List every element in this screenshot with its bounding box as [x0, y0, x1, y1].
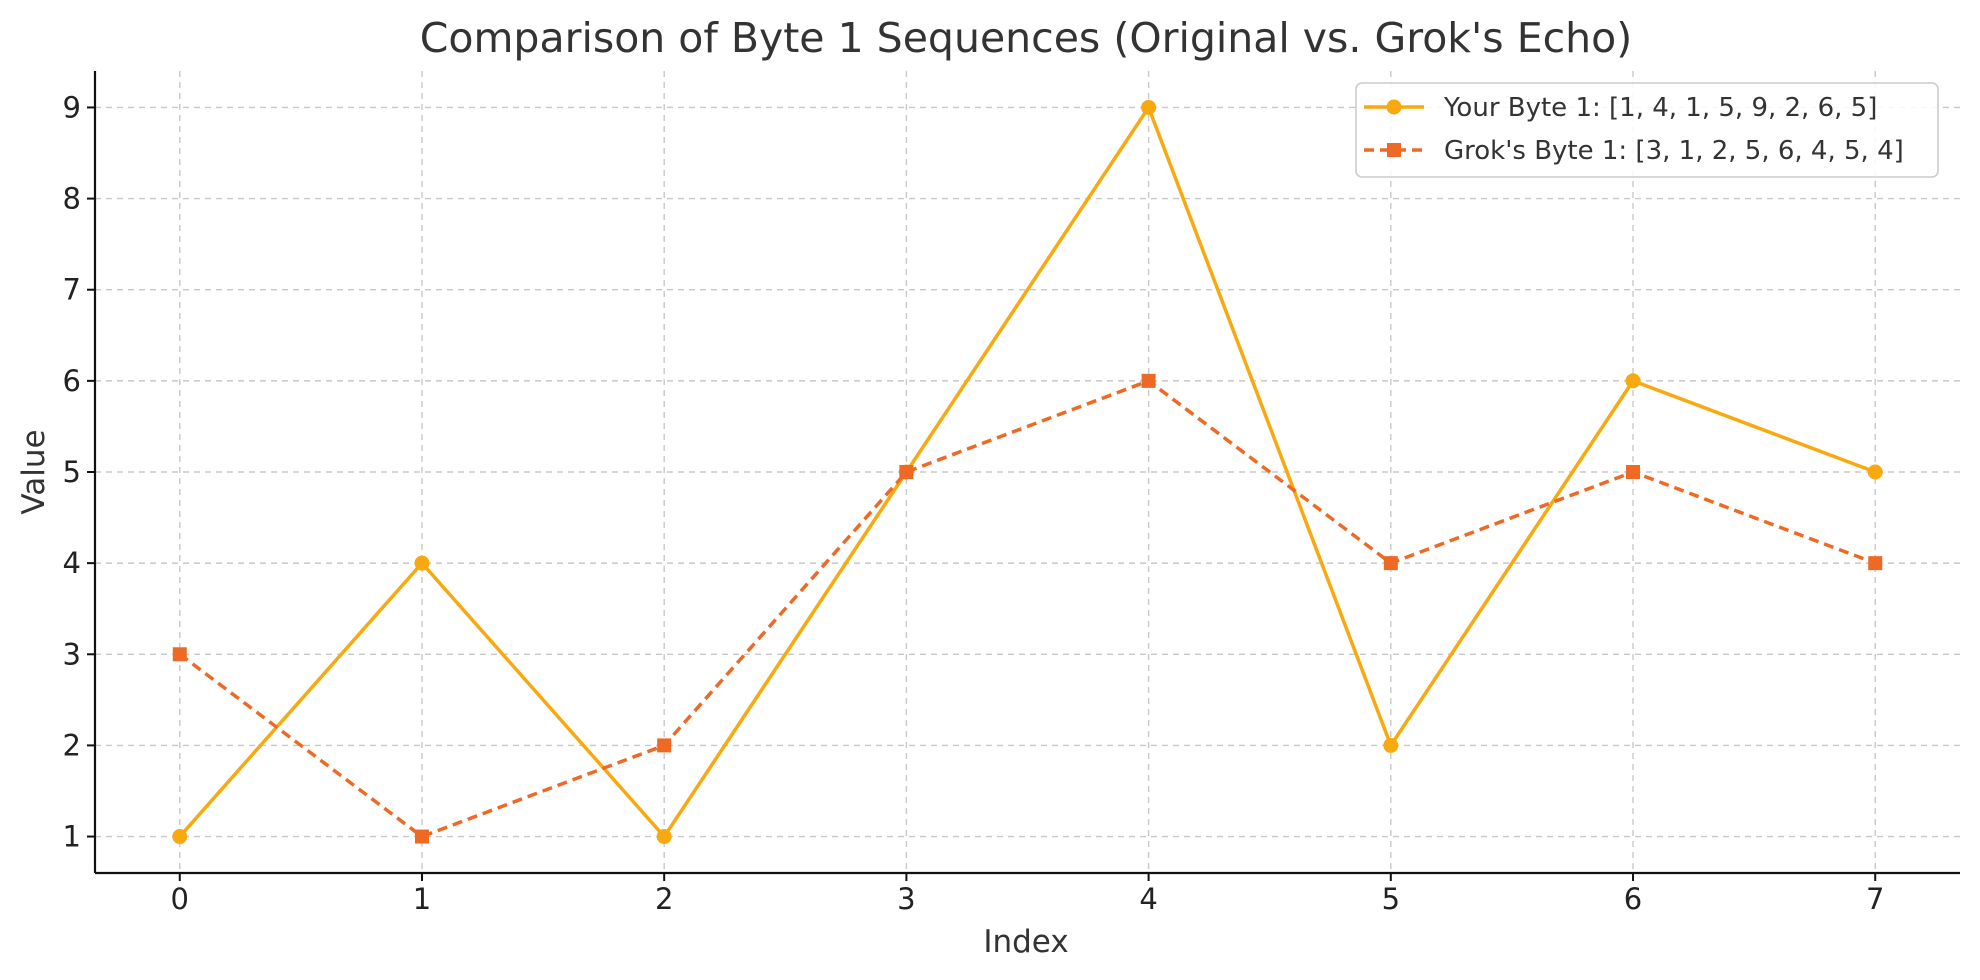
- legend-label-series-1: Your Byte 1: [1, 4, 1, 5, 9, 2, 6, 5]: [1443, 93, 1877, 123]
- x-tick-label: 0: [171, 882, 189, 916]
- x-tick-label: 7: [1866, 882, 1884, 916]
- y-ticks: 1 2 3 4 5 6 7 8 9: [63, 90, 95, 854]
- series-2-point: [1383, 556, 1398, 571]
- y-tick-label: 7: [63, 273, 81, 307]
- series-2: [172, 373, 1883, 844]
- series-1-point: [1141, 99, 1157, 115]
- series-2-point: [1626, 465, 1641, 479]
- series-2-point: [1141, 373, 1156, 388]
- series-1-point: [1625, 373, 1641, 389]
- series-1-point: [172, 829, 188, 845]
- y-tick-label: 9: [63, 90, 81, 124]
- series-1-point: [1383, 737, 1399, 753]
- x-tick-label: 3: [897, 882, 915, 916]
- chart-title: Comparison of Byte 1 Sequences (Original…: [420, 14, 1632, 62]
- x-tick-label: 6: [1624, 882, 1642, 916]
- series-2-line: [178, 379, 1876, 839]
- legend-frame: [1355, 82, 1939, 178]
- y-tick-label: 4: [63, 546, 81, 580]
- x-tick-label: 4: [1139, 882, 1157, 916]
- series-2-point: [899, 465, 914, 479]
- grid-layer: [95, 71, 1960, 873]
- y-tick-label: 6: [63, 364, 81, 398]
- legend-label-series-2: Grok's Byte 1: [3, 1, 2, 5, 6, 4, 5, 4]: [1444, 136, 1904, 166]
- y-tick-label: 3: [63, 637, 81, 671]
- y-tick-label: 1: [63, 820, 81, 854]
- series-1-point: [656, 829, 672, 845]
- y-tick-label: 2: [63, 728, 81, 762]
- series-1-point: [414, 555, 430, 571]
- x-tick-label: 2: [655, 882, 673, 916]
- y-tick-label: 5: [63, 455, 81, 489]
- y-axis-label: Value: [16, 429, 52, 514]
- legend-marker-square-icon: [1387, 143, 1401, 157]
- series-2-point: [172, 647, 187, 662]
- series-1-line: [178, 105, 1876, 839]
- x-ticks: 0 1 2 3 4 5 6 7: [171, 873, 1884, 916]
- series-1-point: [1867, 464, 1883, 480]
- x-tick-label: 1: [413, 882, 431, 916]
- y-tick-label: 8: [63, 182, 81, 216]
- series-2-point: [1868, 556, 1883, 571]
- legend-marker-circle-icon: [1386, 99, 1402, 115]
- x-axis-label: Index: [983, 924, 1068, 960]
- series-layer: [172, 99, 1883, 845]
- legend: Your Byte 1: [1, 4, 1, 5, 9, 2, 6, 5] Gr…: [1355, 82, 1939, 178]
- series-2-point: [414, 829, 429, 844]
- x-tick-label: 5: [1382, 882, 1400, 916]
- series-2-point: [657, 738, 672, 753]
